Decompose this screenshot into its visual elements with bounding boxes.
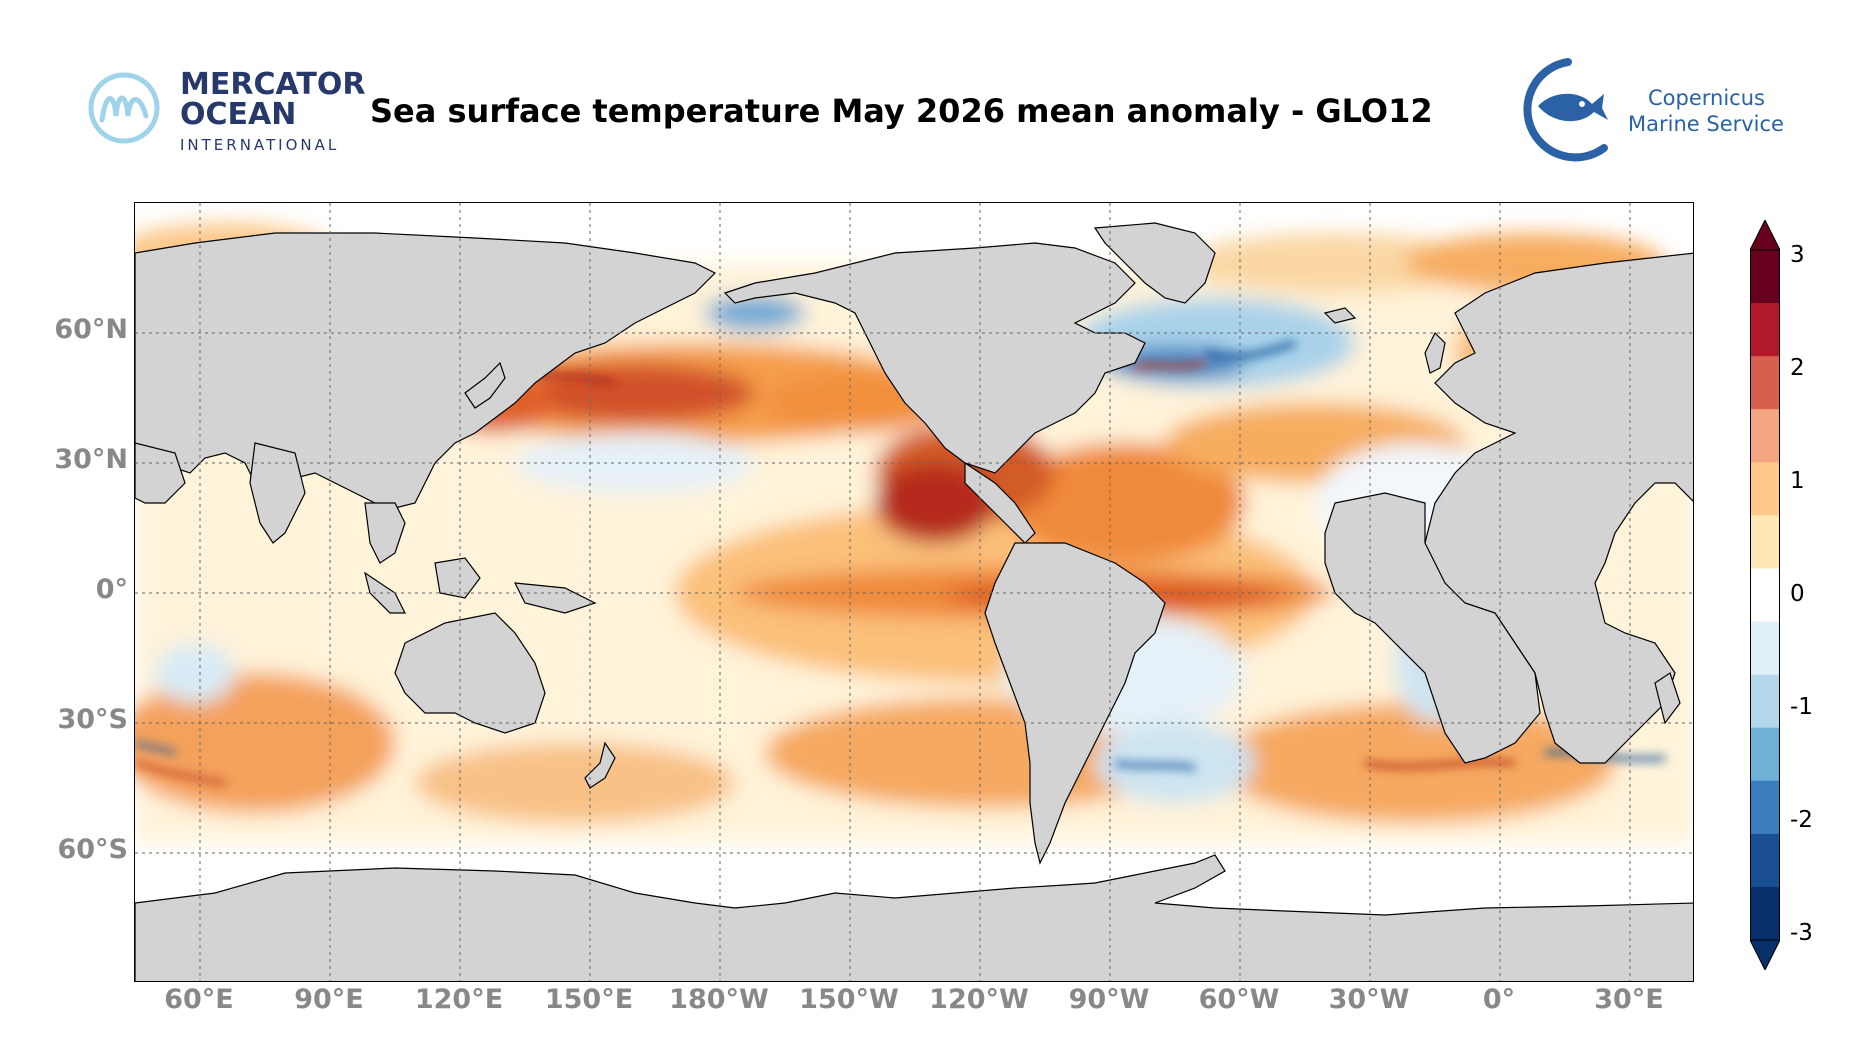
lat-label-30n: 30°N [54,444,128,475]
land-india [249,442,306,544]
colorbar-segment [1750,568,1780,623]
map-title: Sea surface temperature May 2026 mean an… [370,92,1433,130]
lon-label-0: 0° [1482,984,1516,1015]
colorbar-tick-minus3: -3 [1790,920,1813,946]
lat-label-60s: 60°S [57,834,128,865]
colorbar-tick-minus2: -2 [1790,807,1813,833]
colorbar-extend-min [1750,939,1780,970]
land-japan [464,361,506,409]
land-borneo [434,557,481,599]
colorbar-segment [1750,780,1780,835]
logo-text-copernicus: Copernicus [1648,86,1765,110]
land-indochina [364,502,406,564]
colorbar-extend-max [1750,220,1780,251]
lon-label-60e: 60°E [164,984,234,1015]
land-uk [1424,331,1446,374]
colorbar-tick-1: 1 [1790,468,1805,494]
colorbar-segment [1750,833,1780,888]
land-arabia [135,442,186,504]
anomaly-map [134,202,1694,982]
land-europe-africa-east [1424,252,1693,764]
colorbar-segment [1750,409,1780,463]
land-new-zealand [584,741,616,789]
logo-text-international: INTERNATIONAL [180,136,340,154]
colorbar [1750,220,1780,970]
land-iceland [1323,307,1357,324]
mercator-circle-icon [88,72,160,144]
map-canvas [135,203,1693,981]
lon-label-120w: 120°W [929,984,1029,1015]
colorbar-tick-3: 3 [1790,242,1805,268]
colorbar-segment [1750,886,1780,941]
land-greenland [1093,222,1216,304]
land-africa-west [1324,492,1541,764]
colorbar-segment [1750,727,1780,782]
colorbar-tick-0: 0 [1790,581,1805,607]
lat-label-30s: 30°S [57,704,128,735]
lon-label-60w: 60°W [1198,984,1280,1015]
colorbar-tick-minus1: -1 [1790,694,1813,720]
lon-label-150w: 150°W [799,984,899,1015]
copernicus-fish-icon [1523,58,1608,162]
lon-label-30w: 30°W [1328,984,1410,1015]
land-sumatra [364,571,406,614]
land-north-america [723,242,1146,474]
copernicus-marine-logo: Copernicus Marine Service [1508,56,1808,166]
colorbar-segment [1750,674,1780,729]
land-madagascar [1654,672,1681,725]
logo-text-mercator: MERCATOR [180,67,366,102]
lon-label-120e: 120°E [414,984,504,1015]
colorbar-tick-2: 2 [1790,355,1805,381]
lon-label-30e: 30°E [1594,984,1664,1015]
lat-label-0: 0° [95,574,128,605]
land-antarctica [135,854,1693,981]
colorbar-segment [1750,462,1780,516]
land-australia [394,612,546,734]
lon-label-90e: 90°E [294,984,364,1015]
colorbar-border [1750,249,1780,941]
lon-label-180w: 180°W [669,984,769,1015]
colorbar-segment [1750,303,1780,357]
logo-text-ocean: OCEAN [180,97,297,132]
header: MERCATOR OCEAN INTERNATIONAL Sea surface… [0,0,1849,170]
colorbar-segment [1750,515,1780,569]
colorbar-segment [1750,356,1780,410]
gridlines [135,203,1693,981]
logo-text-marine-service: Marine Service [1628,112,1784,136]
lon-label-150e: 150°E [544,984,634,1015]
land-south-america [984,542,1166,865]
lat-label-60n: 60°N [54,314,128,345]
mercator-ocean-logo: MERCATOR OCEAN INTERNATIONAL [88,66,368,158]
lon-label-90w: 90°W [1068,984,1150,1015]
land-new-guinea [513,582,597,614]
land-masses [135,222,1693,981]
land-asia [135,232,717,509]
colorbar-segment [1750,621,1780,676]
colorbar-segment [1750,250,1780,304]
